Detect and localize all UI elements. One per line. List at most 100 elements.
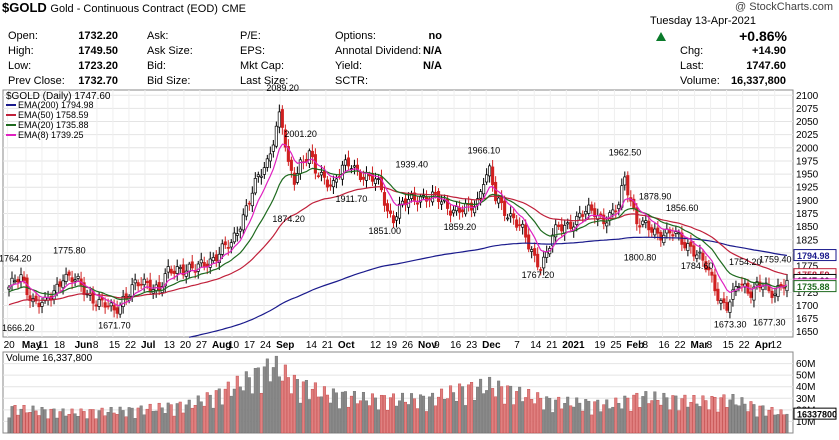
- x-tick-label: Jun: [75, 340, 93, 351]
- price-annotation: 1962.50: [609, 148, 642, 158]
- y-tick-label: 1900: [796, 196, 819, 207]
- stat-label: Prev Close:: [8, 75, 65, 87]
- volume-bar: [779, 409, 783, 434]
- volume-bar: [25, 412, 29, 434]
- candle-body: [265, 158, 269, 168]
- stat-label: Open:: [8, 30, 38, 42]
- volume-bar: [632, 394, 636, 434]
- candle-body: [773, 293, 777, 296]
- volume-bar: [581, 410, 585, 434]
- vol-tick-label: 40M: [796, 382, 815, 393]
- price-annotation: 1671.70: [98, 320, 131, 330]
- stat-label: Annotal Dividend:: [335, 45, 422, 57]
- candle-body: [247, 202, 251, 205]
- volume-bar: [304, 379, 308, 434]
- volume-bar: [112, 412, 116, 434]
- vol-tick-label: 10M: [796, 417, 815, 428]
- volume-bar: [340, 391, 344, 434]
- candle-body: [139, 283, 143, 286]
- volume-bar: [449, 385, 453, 434]
- volume-bar: [151, 410, 155, 434]
- x-tick-label: 21: [322, 340, 334, 351]
- x-tick-label: 12: [370, 340, 382, 351]
- candle-body: [277, 111, 281, 128]
- volume-bar: [593, 401, 597, 434]
- candle-body: [692, 245, 696, 257]
- copyright: @ StockCharts.com: [735, 1, 833, 13]
- volume-bar: [695, 403, 699, 434]
- volume-bar: [704, 400, 708, 434]
- candle-body: [587, 204, 591, 214]
- candle-body: [229, 242, 233, 248]
- volume-bar: [331, 388, 335, 434]
- x-tick-label: 21: [546, 340, 558, 351]
- volume-bar: [707, 409, 711, 434]
- x-tick-label: 8: [93, 340, 99, 351]
- volume-bar: [641, 396, 645, 434]
- volume-bar: [208, 394, 212, 434]
- price-annotation: 2001.20: [284, 129, 317, 139]
- y-tick-label: 1700: [796, 301, 819, 312]
- candle-body: [226, 247, 230, 249]
- candle-body: [551, 234, 555, 247]
- stat-label: P/E:: [240, 30, 261, 42]
- volume-bar: [220, 404, 224, 434]
- volume-bar: [650, 400, 654, 434]
- candle-body: [196, 263, 200, 272]
- stat-value: 1732.20: [78, 30, 118, 42]
- volume-bar: [710, 396, 714, 434]
- volume-bar: [647, 403, 651, 434]
- volume-bar: [256, 367, 260, 434]
- candle-body: [256, 174, 260, 177]
- candle-body: [740, 283, 744, 286]
- volume-bar: [530, 399, 534, 434]
- volume-bar: [91, 409, 95, 434]
- candle-body: [521, 223, 525, 228]
- volume-bar: [139, 405, 143, 434]
- x-tick-label: 8: [642, 340, 648, 351]
- volume-bar: [434, 405, 438, 434]
- candle-body: [578, 212, 582, 218]
- stat-label: Low:: [8, 60, 32, 72]
- y-tick-label: 1950: [796, 170, 819, 181]
- volume-bar: [473, 399, 477, 434]
- candle-body: [136, 282, 140, 287]
- x-tick-label: 25: [610, 340, 622, 351]
- candle-body: [605, 222, 609, 227]
- volume-bar: [572, 406, 576, 434]
- volume-bar: [671, 395, 675, 434]
- volume-bar: [277, 376, 281, 434]
- volume-bar: [382, 395, 386, 434]
- x-tick-label: 16: [658, 340, 670, 351]
- x-tick-label: 9: [434, 340, 440, 351]
- volume-bar: [337, 408, 341, 434]
- candle-body: [716, 288, 720, 301]
- candle-body: [626, 175, 630, 196]
- candle-body: [566, 222, 570, 225]
- candle-body: [415, 202, 420, 205]
- candle-body: [148, 279, 152, 293]
- symbol-description: Gold - Continuous Contract (EOD): [50, 3, 218, 15]
- volume-bar: [193, 405, 197, 434]
- candle-body: [28, 295, 32, 301]
- candle-body: [64, 273, 68, 282]
- x-tick-label: 19: [594, 340, 606, 351]
- candle-body: [307, 150, 311, 164]
- candle-body: [412, 192, 417, 201]
- volume-bar: [142, 414, 146, 434]
- price-tag: 1735.88: [797, 282, 830, 292]
- volume-bar: [217, 388, 221, 434]
- volume-bar: [271, 367, 275, 434]
- stat-label: Options:: [335, 30, 376, 42]
- y-tick-label: 1725: [796, 288, 819, 299]
- volume-bar: [521, 401, 525, 434]
- legend-entry: EMA(200) 1794.98: [18, 100, 94, 110]
- volume-bar: [725, 407, 729, 434]
- candle-body: [659, 231, 663, 241]
- volume-bar: [440, 388, 444, 434]
- price-annotation: 1677.30: [753, 317, 786, 327]
- candle-body: [424, 196, 429, 202]
- x-tick-label: 26: [402, 340, 414, 351]
- volume-bar: [683, 394, 687, 434]
